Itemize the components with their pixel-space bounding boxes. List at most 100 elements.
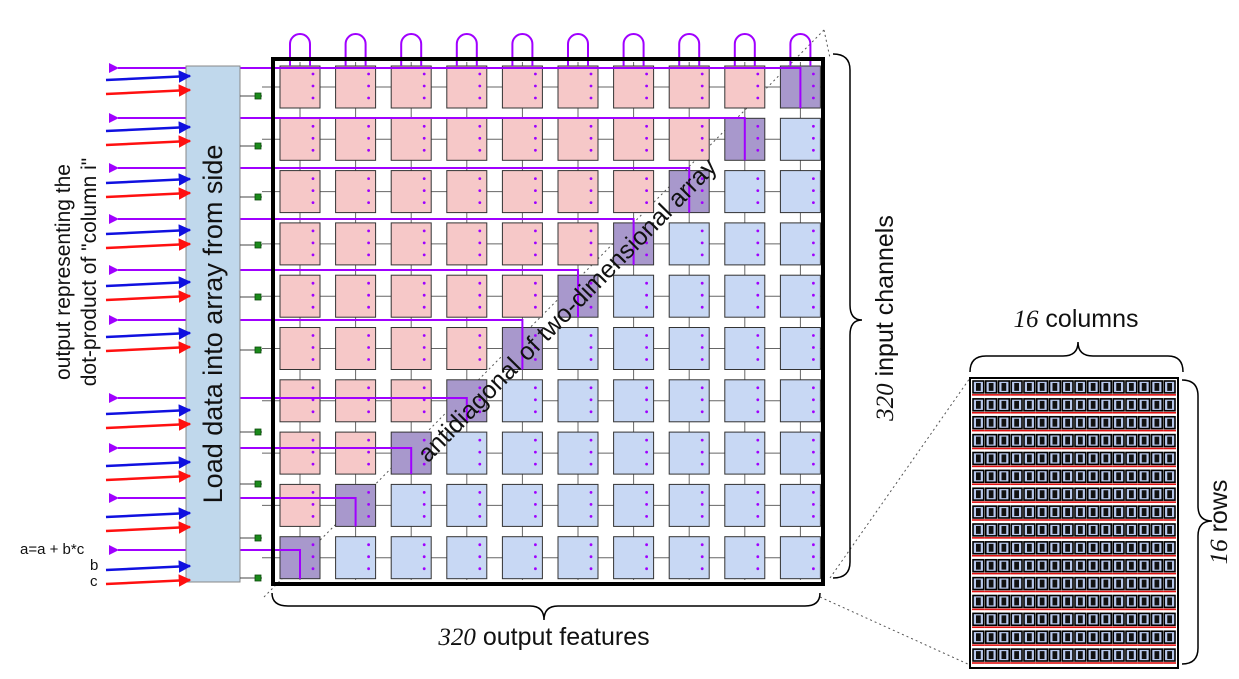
zoom-cell-core [1039,383,1045,391]
pe-dot [311,334,315,337]
zoom-cell-core [1141,436,1147,445]
pe-dot [422,253,426,257]
pe-dot [589,72,593,76]
pe-dot [812,398,815,402]
output-loop [455,33,478,66]
zoom-cell-core [1141,633,1147,642]
pe-dot [422,386,426,390]
pe-dot [478,189,482,193]
pe-dot [645,398,648,402]
pe-dot [812,515,815,518]
zoom-cell-core [1116,454,1121,463]
pe-dot [700,346,704,349]
pe-dot [478,72,482,76]
zoom-cell-core [1103,490,1109,499]
pe-cell [501,65,543,109]
zoom-cell-core [1014,454,1019,463]
pe-dot [534,450,537,454]
zoom-cell-core [1116,579,1121,588]
pe-dot [478,346,482,349]
pe-dot [367,72,370,76]
pe-dot [756,84,760,88]
zoom-cell-core [976,508,981,516]
pe-dot [422,124,426,128]
c-input-arrow [105,238,192,251]
equation-label: a=a + b*c [20,541,85,558]
pe-dot [756,96,760,100]
pe-cell [779,431,821,475]
output-features-brace [271,592,821,621]
pe-dot [589,503,593,506]
zoom-cell-core [1154,383,1160,391]
pe-dot [589,358,593,361]
pe-dot [589,124,593,128]
zoom-cell-core [1039,490,1045,499]
zoom-cell-core [1154,579,1160,588]
zoom-cell-core [1129,490,1134,499]
pe-cell [501,117,543,161]
output-loop [400,33,423,66]
pe-cell [724,170,766,214]
zoom-cell-core [1167,472,1172,481]
pe-dot [422,293,426,297]
zoom-cell-core [988,526,994,534]
pe-cell [279,379,321,423]
zoom-cell-core [1027,579,1032,588]
pe-dot [367,386,370,390]
pe-dot [756,543,760,547]
pe-dot [812,410,815,414]
load-marker [254,574,262,582]
pe-cell [501,431,543,475]
zoom-cell-core [1039,651,1045,659]
pe-dot [422,410,426,414]
zoom-cell-core [1103,561,1109,570]
zoom-cell-core [1014,400,1019,409]
pe-cell [446,274,488,318]
pe-cell [335,222,377,266]
zoom-cell-core [976,651,981,659]
zoom-cell-core [1154,472,1160,481]
pe-dot [812,229,815,233]
pe-dot [589,567,593,571]
zoom-cell-core [1001,383,1007,391]
pe-dot [645,346,648,349]
pe-dot [589,543,593,547]
pe-dot [422,438,426,442]
pe-cell [335,379,377,423]
pe-cell [613,327,655,370]
c-input-arrow [105,521,192,534]
load-marker [254,480,262,488]
zoom-cell-core [1167,633,1172,642]
zoom-cell-core [976,418,981,427]
pe-dot [367,293,370,297]
zoom-cell-core [1065,436,1070,445]
pe-dot [700,72,704,76]
b-input-arrow [105,70,192,83]
pe-cell [668,379,710,423]
output-loop [289,33,311,66]
pe-dot [367,515,370,518]
zoom-cell-core [1154,436,1160,445]
zoom-cell-core [1001,436,1007,445]
zoom-cell-core [1103,633,1109,642]
zoom-cell-core [1052,543,1058,552]
zoom-cell-core [1154,400,1160,409]
pe-dot [311,124,315,128]
pe-cell [613,65,655,109]
pe-dot [534,567,537,571]
pe-dot [756,515,760,518]
zoom-cell-core [1167,454,1172,463]
zoom-cell-core [1116,472,1121,481]
pe-dot [645,334,648,337]
pe-dot [645,72,648,76]
output-loop [622,33,645,66]
pe-dot [534,124,537,128]
zoom-cell-core [1014,490,1019,499]
zoom-cell-core [1027,436,1032,445]
pe-dot [534,84,537,88]
pe-dot [812,543,815,547]
zoom-cell-core [1078,436,1083,445]
pe-dot [311,148,315,152]
pe-cell [446,222,488,266]
zoom-cell-core [1027,508,1032,516]
